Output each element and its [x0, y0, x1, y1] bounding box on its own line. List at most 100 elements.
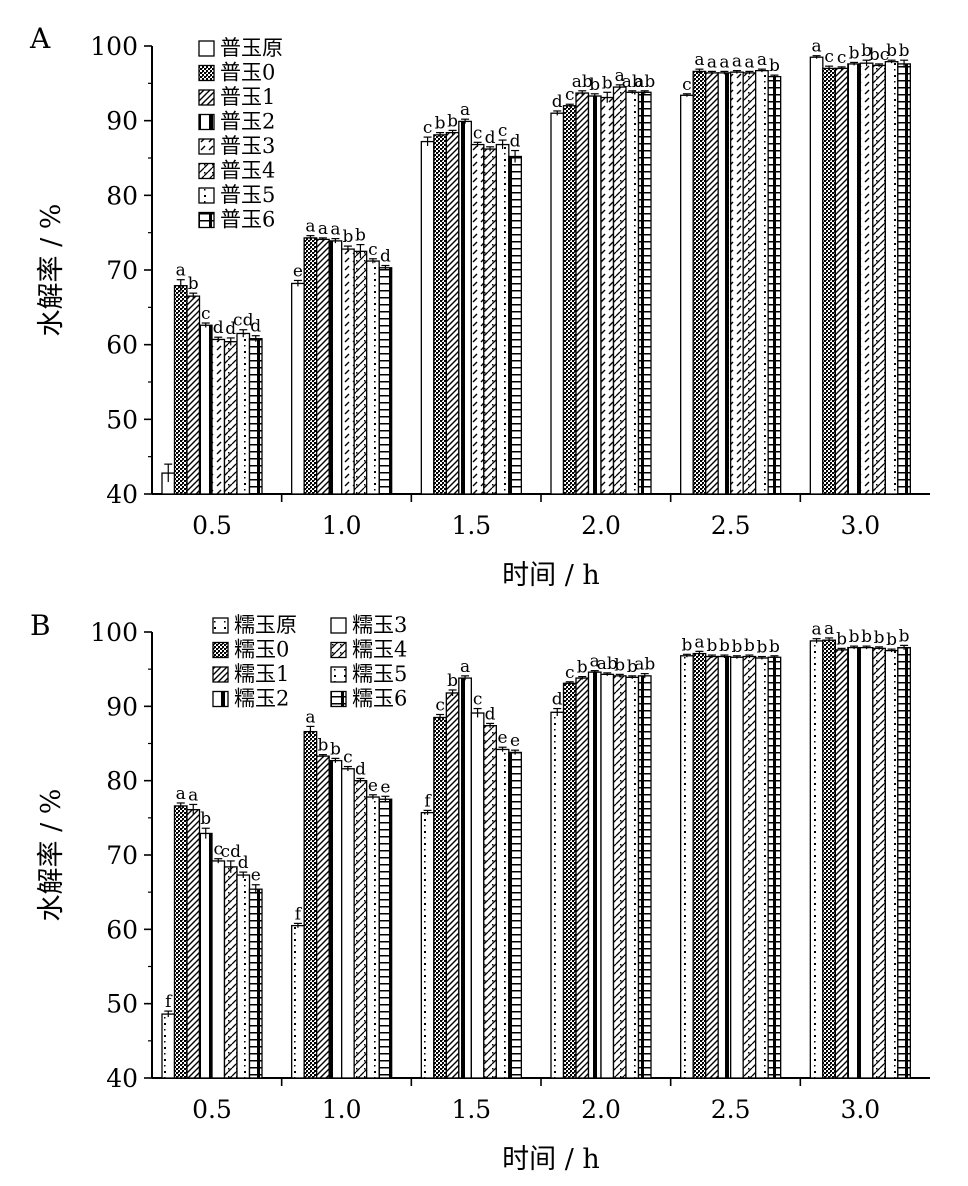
significance-label: e [380, 777, 390, 797]
significance-label: a [812, 37, 822, 57]
bar [767, 75, 782, 495]
legend-label: 糯玉5 [352, 662, 407, 686]
bar [705, 655, 719, 1079]
bar [680, 655, 694, 1079]
bar [186, 295, 201, 495]
bar [809, 56, 824, 495]
bar [198, 832, 213, 1079]
significance-label: ab [572, 72, 593, 92]
significance-label: a [590, 652, 600, 672]
bar [378, 798, 393, 1079]
significance-label: a [318, 219, 328, 239]
blank-icon [330, 617, 347, 634]
significance-label: e [293, 261, 303, 281]
legend-label: 糯玉2 [234, 687, 289, 711]
vertical-icon [212, 690, 229, 708]
y-tick-label: 40 [106, 480, 138, 509]
bar [717, 655, 732, 1079]
significance-label: b [627, 657, 638, 677]
bar [248, 338, 263, 495]
bar [575, 92, 590, 495]
significance-label: b [200, 809, 211, 829]
significance-label: d [552, 92, 563, 112]
bar [562, 105, 577, 495]
legend-label: 糯玉1 [234, 662, 289, 686]
bar [470, 143, 485, 495]
x-tick-label: 0.5 [192, 511, 232, 540]
significance-label: b [317, 736, 328, 756]
x-tick-label: 2.0 [581, 511, 621, 540]
significance-label: c [213, 840, 223, 860]
y-tick-label: 40 [106, 1064, 138, 1093]
legend-label: 普玉6 [220, 208, 275, 232]
significance-label: e [368, 776, 378, 796]
significance-label: a [824, 619, 834, 639]
bar [316, 238, 330, 495]
bar [328, 240, 343, 495]
bar [730, 656, 744, 1079]
significance-label: b [706, 636, 717, 656]
significance-label: d [355, 759, 366, 779]
bar [470, 712, 485, 1079]
x-tick-label: 1.0 [322, 1095, 362, 1124]
bar [717, 72, 732, 495]
significance-label: b [602, 73, 613, 93]
bar [223, 341, 238, 495]
bar [173, 805, 188, 1079]
bar [587, 671, 602, 1079]
bar [508, 751, 522, 1079]
bar [198, 324, 213, 495]
significance-label: b [731, 637, 742, 657]
significance-label: a [694, 50, 704, 70]
bar [353, 250, 368, 495]
bar [341, 768, 355, 1079]
significance-label: b [614, 655, 625, 675]
y-tick-label: 70 [106, 256, 138, 285]
significance-label: c [435, 696, 445, 716]
significance-label: bc [869, 45, 889, 65]
significance-label: b [756, 638, 767, 658]
dot-icon [198, 187, 215, 204]
bar [859, 62, 874, 495]
panel-letter: B [30, 609, 51, 642]
bar [420, 811, 435, 1079]
y-axis-label: 水解率 / % [36, 789, 67, 922]
legend-label: 普玉原 [220, 36, 283, 60]
bar [637, 91, 652, 495]
significance-label: b [188, 274, 199, 294]
grid-icon [198, 211, 215, 229]
significance-label: d [485, 128, 496, 148]
significance-label: b [861, 627, 872, 647]
significance-label: b [447, 111, 458, 131]
significance-label: ab [634, 655, 655, 675]
significance-label: a [176, 261, 186, 281]
x-tick-label: 1.5 [451, 511, 491, 540]
bar [755, 657, 769, 1079]
bar [366, 260, 380, 495]
significance-label: a [460, 100, 470, 120]
x-tick-label: 0.5 [192, 1095, 232, 1124]
vertical-icon [198, 113, 215, 131]
bar [705, 72, 719, 495]
y-tick-label: 80 [106, 767, 138, 796]
bar [458, 120, 472, 495]
bar [550, 112, 565, 495]
y-tick-label: 50 [106, 990, 138, 1019]
y-tick-label: 70 [106, 841, 138, 870]
significance-label: e [251, 866, 261, 886]
bar [303, 237, 318, 495]
bar [600, 96, 615, 495]
significance-label: b [874, 628, 885, 648]
legend-label: 普玉3 [220, 134, 275, 158]
significance-label: a [694, 632, 704, 652]
significance-label: cd [233, 311, 254, 331]
bar [859, 646, 874, 1079]
significance-label: c [368, 240, 378, 260]
significance-label: f [295, 904, 303, 924]
bar [767, 656, 782, 1079]
legend-label: 普玉5 [220, 183, 275, 207]
significance-label: b [899, 626, 910, 646]
significance-label: a [460, 657, 470, 677]
bar [822, 67, 836, 495]
significance-label: b [769, 56, 780, 76]
